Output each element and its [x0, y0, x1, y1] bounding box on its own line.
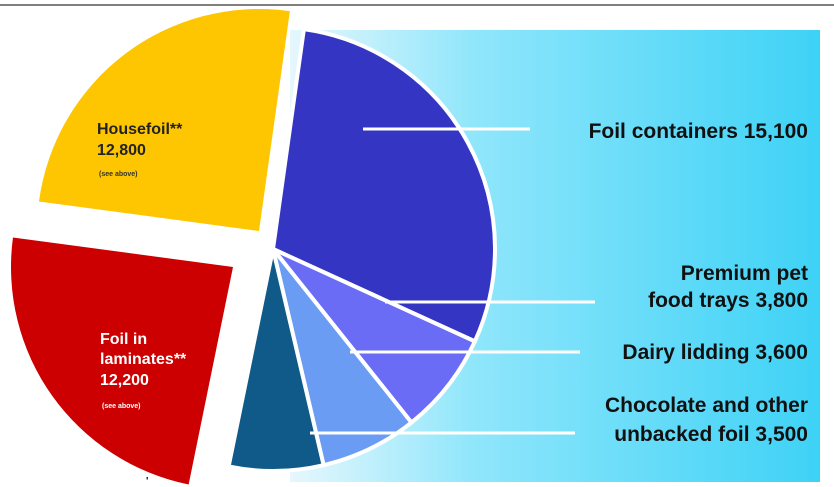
slice-housefoil: [38, 9, 290, 232]
label-chocolate-line1: Chocolate and other: [605, 394, 808, 417]
label-pet-trays-line1: Premium pet: [681, 262, 808, 285]
slice-foil-containers: [270, 26, 497, 345]
label-chocolate-line2: unbacked foil 3,500: [614, 423, 808, 446]
note-laminates: (see above): [102, 403, 141, 410]
slice-chocolate-unbacked-foil: [226, 248, 327, 473]
value-laminates: 12,200: [100, 372, 149, 389]
note-housefoil: (see above): [99, 171, 138, 178]
stray-mark: ': [146, 476, 148, 487]
label-laminates-line1: Foil in: [100, 331, 147, 348]
value-housefoil: 12,800: [97, 142, 146, 159]
label-housefoil: Housefoil**: [97, 121, 183, 138]
label-foil-containers: Foil containers 15,100: [589, 120, 808, 143]
label-laminates-line2: laminates**: [100, 351, 187, 368]
label-dairy-lidding: Dairy lidding 3,600: [622, 341, 808, 364]
slice-premium-pet-food-trays: [271, 247, 478, 426]
label-pet-trays-line2: food trays 3,800: [648, 289, 808, 312]
slice-foil-in-laminates: [11, 237, 233, 485]
